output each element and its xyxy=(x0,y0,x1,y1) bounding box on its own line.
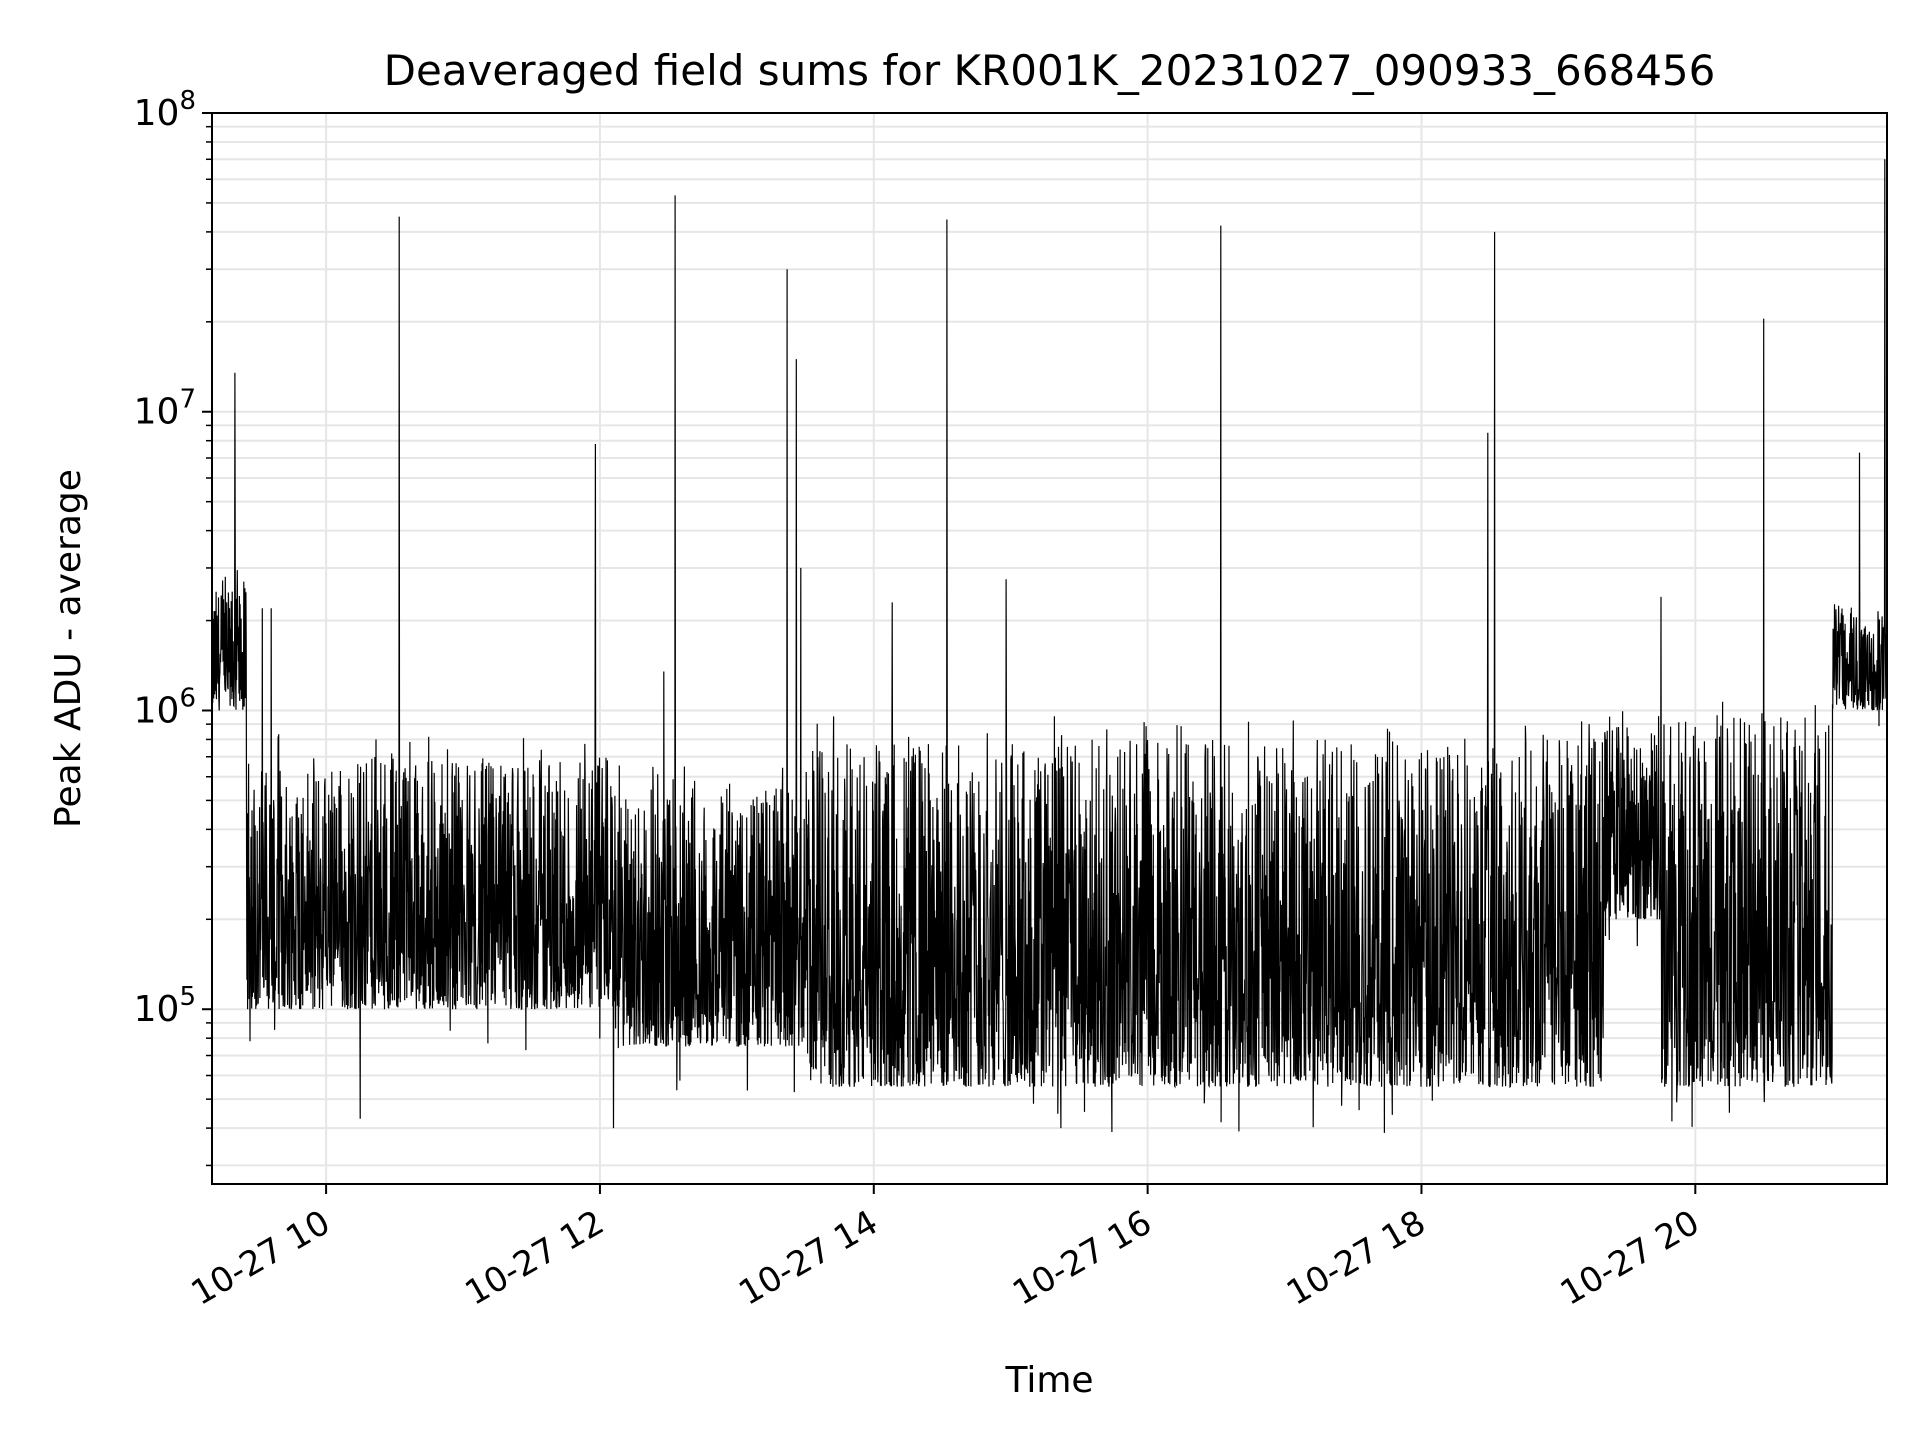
y-tick-label: 105 xyxy=(134,982,196,1030)
y-tick-label: 107 xyxy=(134,385,196,433)
series-path xyxy=(211,159,1888,1133)
series-line xyxy=(211,159,1888,1133)
y-axis-label: Peak ADU - average xyxy=(48,469,89,828)
y-tick-label: 108 xyxy=(134,86,196,134)
chart-title: Deaveraged field sums for KR001K_2023102… xyxy=(384,46,1716,95)
y-axis: 105 106 107 108 xyxy=(134,86,212,1167)
plot-frame xyxy=(211,112,1888,1185)
x-axis-label: Time xyxy=(1004,1360,1093,1401)
y-tick-label: 106 xyxy=(134,683,196,731)
